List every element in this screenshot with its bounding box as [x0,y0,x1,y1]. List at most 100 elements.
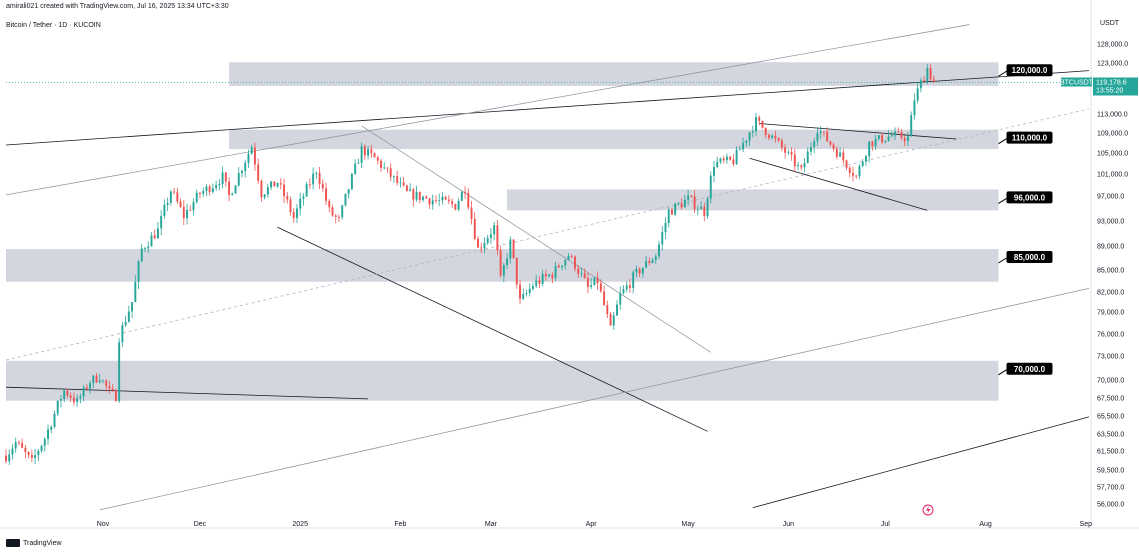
candle [69,392,72,403]
price-tick-label: 56,000.0 [1097,502,1124,509]
candle [638,267,641,277]
candle [887,130,890,142]
candle [554,261,557,282]
support-zone-3[interactable] [6,249,999,282]
support-zone-0[interactable] [229,62,999,86]
candle [580,267,583,278]
trendline-9[interactable] [749,157,928,211]
candle [460,191,463,202]
candle [428,197,431,209]
lightning-icon[interactable] [922,504,934,516]
trendline-2[interactable] [277,226,708,432]
candle [140,243,143,263]
time-tick-label: 2025 [292,521,308,528]
candle [176,187,179,204]
candle [535,274,538,289]
candle [544,269,547,281]
candle [557,263,560,269]
candle [596,271,599,290]
candle [577,265,580,278]
zone-label-1[interactable]: 110,000.0 [998,131,1053,145]
candle [751,125,754,138]
candle [131,302,134,318]
candle [709,171,712,204]
candle [279,178,282,190]
trendline-3[interactable] [361,125,711,353]
zone-label-text: 96,000.0 [1014,193,1046,202]
trendline-6[interactable] [752,416,1090,509]
candle [871,140,874,151]
candle [745,140,748,148]
candle [50,425,53,434]
last-price-tag [1093,77,1138,96]
candle [609,311,612,326]
candle [270,181,273,191]
candle [651,258,654,264]
candle [457,198,460,212]
candle [431,194,434,210]
candle [919,77,922,93]
zone-label-2[interactable]: 96,000.0 [998,191,1053,204]
candle [480,242,483,254]
zone-label-3[interactable]: 85,000.0 [998,251,1053,264]
candle [425,195,428,199]
candle [538,275,541,288]
candle [114,388,117,402]
candle [667,207,670,228]
tradingview-logo[interactable]: TradingView [6,539,62,547]
candle [564,259,567,270]
candle [221,166,224,189]
candle [380,159,382,172]
support-zone-2[interactable] [507,189,999,211]
candle [202,187,205,198]
candle [173,187,176,195]
candle [92,374,95,389]
trendline-0[interactable] [5,70,1090,146]
candle [386,167,389,173]
candle [334,213,337,224]
candle [127,305,130,323]
trendline-4[interactable] [5,386,369,400]
symbol-tag-text: BTCUSDT [1060,79,1094,86]
candle [76,394,79,407]
candle [370,144,373,158]
trendline-7[interactable] [5,108,1090,361]
candle [357,158,360,164]
zone-labels-layer: 120,000.0 110,000.0 96,000.0 85,000.0 70,000… [998,64,1053,376]
zone-label-4[interactable]: 70,000.0 [998,362,1053,376]
zone-label-0[interactable]: 120,000.0 [998,64,1053,77]
trendline-1[interactable] [5,24,970,196]
candle [929,64,932,81]
trendline-5[interactable] [99,287,1090,511]
candle [276,182,279,188]
candle [34,449,37,465]
candle [144,246,146,252]
support-zone-4[interactable] [6,360,999,401]
last-price-value: 119,178.6 [1096,79,1127,86]
candle [777,137,780,143]
candle [900,129,903,140]
candle [687,189,690,206]
candle [561,265,564,271]
candle [37,448,40,462]
candle [137,259,140,290]
candle [906,132,909,147]
price-tick-label: 82,000.0 [1097,290,1124,297]
candle [923,76,926,82]
candle [822,131,825,137]
candle [593,277,596,286]
support-zone-1[interactable] [229,129,999,149]
zones-layer [6,62,999,401]
candle [376,155,379,165]
candle [729,156,732,161]
candle [405,184,408,192]
candle [470,201,473,225]
candle [622,285,625,295]
candle [606,300,609,319]
candle [63,389,66,403]
candle [253,142,256,171]
candle [150,232,153,247]
candle [79,393,82,404]
trendline-8[interactable] [759,123,957,140]
